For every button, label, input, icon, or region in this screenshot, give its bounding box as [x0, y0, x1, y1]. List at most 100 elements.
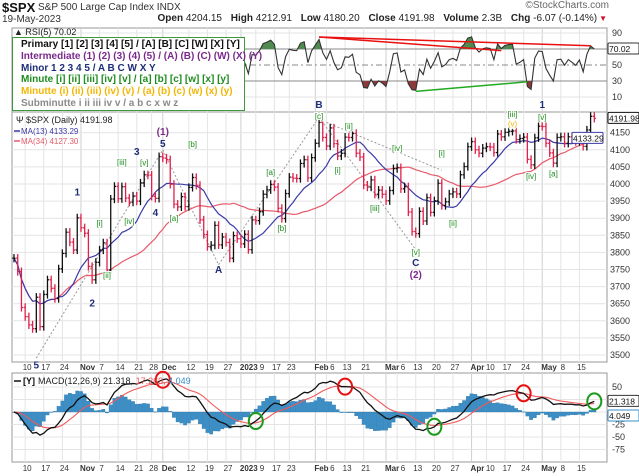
- price-bar: [120, 182, 124, 203]
- macd-histogram-bar: [488, 400, 493, 413]
- legend-intermediate: Intermediate (1) (2) (3) (4) (5) / (A) (…: [21, 50, 263, 62]
- macd-histogram-bar: [335, 409, 340, 413]
- rsi-divergence-line: [318, 36, 502, 52]
- macd-histogram-bar: [186, 411, 191, 424]
- macd-histogram-bar: [417, 411, 422, 425]
- macd-title: MACD(12,26,9) 21.318, 17.269, 4.049: [38, 376, 191, 386]
- macd-histogram-bar: [67, 393, 72, 413]
- price-bar: [518, 134, 522, 144]
- x-tick-label: 27: [224, 464, 233, 473]
- macd-histogram-bar: [149, 408, 154, 413]
- macd-histogram-bar: [432, 411, 437, 415]
- x-tick-label: 6: [330, 363, 335, 372]
- wave-label: 4: [153, 208, 159, 219]
- wave-label: [b]: [188, 140, 197, 149]
- wave-label: [v]: [412, 248, 420, 257]
- x-tick-label: 6: [401, 363, 406, 372]
- price-bar: [157, 152, 161, 203]
- macd-histogram-bar: [514, 408, 519, 413]
- macd-histogram-bar: [38, 411, 42, 427]
- price-bar: [425, 193, 429, 226]
- macd-histogram-bar: [555, 411, 559, 419]
- price-bar: [544, 122, 548, 148]
- price-bar: [116, 182, 120, 203]
- price-bar: [146, 170, 150, 180]
- price-bar: [536, 122, 541, 142]
- x-tick-label: 13: [413, 464, 422, 473]
- price-bar: [306, 155, 310, 182]
- price-bar: [510, 126, 515, 136]
- price-bar: [551, 148, 555, 168]
- symbol-name: S&P 500 Large Cap Index INDX: [38, 3, 181, 13]
- price-value-label-box: [607, 111, 639, 124]
- macd-histogram-bar: [175, 411, 180, 423]
- x-tick-label: Mar: [385, 363, 399, 372]
- rsi-value-label: 70.02: [609, 44, 631, 54]
- price-tick-label: 3950: [610, 196, 630, 206]
- wave-label: 5: [34, 360, 40, 371]
- volume-label: Volume: [443, 13, 479, 24]
- x-tick-label: 10: [23, 363, 32, 372]
- macd-histogram-bar: [506, 404, 511, 413]
- down-arrow-icon: ▼: [599, 14, 607, 23]
- rsi-value-label-box: [607, 42, 639, 55]
- wave-label: B: [315, 100, 322, 111]
- macd-histogram-bar: [302, 399, 307, 413]
- macd-histogram-bar: [529, 411, 533, 420]
- macd-histogram-bar: [536, 411, 541, 415]
- wave-label: 1: [74, 188, 80, 199]
- wave-label: [iv]: [392, 144, 402, 153]
- macd-histogram-bar: [134, 404, 139, 413]
- price-bar: [38, 293, 42, 331]
- price-bar: [421, 207, 425, 226]
- price-bar: [64, 228, 68, 258]
- price-bar: [324, 133, 329, 151]
- x-tick-label: 17: [41, 464, 50, 473]
- price-bar: [205, 230, 210, 251]
- price-bar: [417, 207, 422, 238]
- wave-label: [b]: [277, 224, 286, 233]
- x-tick-label: 8: [561, 363, 566, 372]
- price-bar: [257, 207, 262, 225]
- macd-histogram-bar: [101, 409, 106, 413]
- price-bar: [265, 185, 269, 199]
- macd-histogram-bar: [581, 411, 586, 416]
- macd-histogram-bar: [436, 409, 440, 413]
- x-tick-label: 21: [361, 464, 370, 473]
- change-value: -6.07 (-0.14%): [533, 13, 598, 24]
- macd-histogram-bar: [164, 406, 169, 413]
- price-bar: [347, 133, 351, 142]
- macd-histogram-bar: [566, 411, 571, 416]
- price-bar: [540, 122, 544, 131]
- low-label: Low: [300, 13, 321, 24]
- macd-histogram-bar: [64, 394, 68, 413]
- price-bar: [131, 191, 135, 207]
- price-bar: [202, 215, 206, 239]
- macd-histogram-bar: [279, 404, 284, 413]
- macd-histogram-bar: [120, 395, 124, 413]
- macd-histogram-bar: [558, 411, 563, 417]
- price-bar: [187, 183, 191, 211]
- price-bar: [589, 112, 593, 135]
- ma13-value-label-box: [571, 131, 604, 144]
- price-bar: [198, 181, 202, 225]
- macd-histogram-bar: [443, 408, 448, 413]
- macd-signal-circle: [337, 377, 354, 396]
- legend-minor: Minor 1 2 3 4 5 / A B C W X Y: [21, 62, 156, 74]
- wave-label: [iii]: [117, 158, 127, 167]
- legend-subminutte: Subminutte i ii iii iv v / a b c x w z: [21, 97, 179, 109]
- price-bar: [298, 159, 303, 183]
- x-tick-label: 19: [205, 464, 214, 473]
- macd-histogram-bar: [324, 401, 329, 413]
- price-bar: [384, 190, 388, 205]
- wave-label: 1: [539, 100, 545, 111]
- macd-histogram-bar: [49, 411, 54, 413]
- macd-histogram-bar: [209, 411, 214, 435]
- price-bar: [354, 129, 358, 158]
- price-bar: [548, 139, 552, 157]
- wave-label: [c]: [315, 112, 323, 121]
- macd-histogram-bar: [179, 411, 184, 424]
- ma-legend-label: MA(34) 4127.30: [21, 137, 79, 146]
- macd-histogram-bar: [41, 411, 46, 422]
